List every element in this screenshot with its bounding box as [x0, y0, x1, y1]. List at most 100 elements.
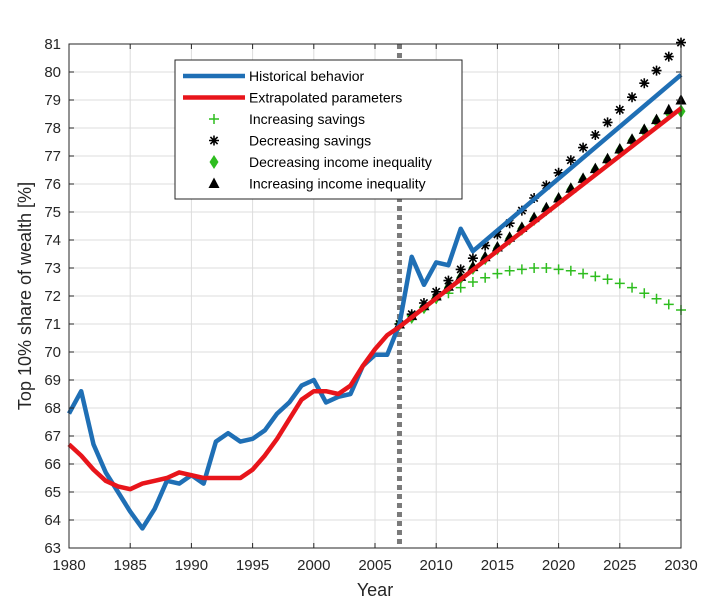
data-point: [553, 264, 564, 275]
x-tick-label: 2025: [603, 557, 636, 574]
data-point: [651, 293, 662, 304]
legend-box: [174, 59, 463, 200]
legend-label: Historical behavior: [249, 68, 364, 84]
data-point: [467, 253, 478, 264]
y-tick-label: 73: [44, 260, 61, 277]
data-point: [492, 229, 503, 240]
y-tick-label: 78: [44, 120, 61, 137]
y-tick-label: 67: [44, 428, 61, 445]
y-axis: 63 64 65 66 67 68 69 70 71 72 73 74 75 76 77 78 79 80 81: [44, 36, 681, 557]
data-point: [676, 37, 686, 48]
data-point: [541, 180, 552, 191]
y-tick-label: 80: [44, 64, 61, 81]
legend-label: Increasing savings: [249, 111, 365, 127]
y-tick-label: 64: [44, 512, 61, 529]
data-point: [663, 103, 675, 115]
legend-entry: Historical behavior: [183, 68, 364, 84]
data-point: [590, 271, 601, 282]
series-extrapolated-parameters: [67, 106, 683, 492]
series-historical-behavior: [67, 73, 683, 531]
data-point: [467, 277, 478, 287]
data-point: [492, 268, 503, 279]
legend-entry: Increasing savings: [209, 111, 365, 127]
legend-label: Extrapolated parameters: [249, 90, 402, 106]
data-point: [516, 264, 527, 275]
y-tick-label: 71: [44, 316, 61, 333]
data-point: [578, 268, 589, 279]
legend-marker-swatch: [209, 155, 219, 169]
data-point: [504, 218, 515, 229]
legend-entry: Decreasing savings: [209, 133, 371, 149]
data-point: [663, 299, 674, 310]
y-tick-label: 81: [44, 36, 61, 53]
x-tick-label: 1985: [114, 557, 147, 574]
data-point: [627, 282, 638, 293]
y-tick-label: 77: [44, 148, 61, 165]
data-point: [480, 272, 491, 283]
data-point: [638, 123, 650, 134]
y-tick-label: 65: [44, 484, 61, 501]
data-point: [443, 275, 454, 286]
legend-entry: Increasing income inequality: [208, 176, 426, 192]
y-tick-label: 75: [44, 204, 61, 221]
data-point: [565, 265, 576, 276]
legend: Historical behavior Extrapolated paramete…: [174, 59, 463, 200]
x-tick-label: 1990: [175, 557, 208, 574]
legend-marker-swatch: [209, 114, 219, 124]
legend-marker-swatch: [209, 135, 219, 146]
data-point: [504, 265, 515, 276]
x-tick-label: 2015: [481, 557, 514, 574]
data-point: [614, 278, 625, 289]
data-point: [626, 133, 638, 144]
y-tick-label: 63: [44, 540, 61, 557]
data-point: [602, 117, 613, 128]
y-tick-label: 79: [44, 92, 61, 109]
data-point: [663, 51, 674, 62]
data-point: [553, 167, 564, 178]
legend-label: Increasing income inequality: [249, 176, 426, 192]
x-tick-label: 2005: [358, 557, 391, 574]
data-point: [602, 274, 613, 285]
x-tick-label: 2000: [297, 557, 330, 574]
x-axis: 1980 1985 1990 1995 2000 2005 2010 2015 2020 2025…: [52, 44, 698, 574]
legend-marker-swatch: [208, 177, 220, 188]
series-line: [67, 106, 683, 492]
data-point: [565, 155, 576, 166]
data-point: [614, 104, 625, 115]
data-point: [418, 298, 429, 308]
y-tick-label: 66: [44, 456, 61, 473]
y-tick-label: 72: [44, 288, 61, 305]
x-tick-label: 1980: [52, 557, 85, 574]
legend-label: Decreasing income inequality: [249, 154, 432, 170]
data-point: [651, 113, 663, 125]
data-point: [627, 92, 638, 103]
x-tick-label: 2020: [542, 557, 575, 574]
x-tick-label: 2030: [664, 557, 697, 574]
data-point: [480, 240, 491, 251]
y-tick-label: 68: [44, 400, 61, 417]
y-axis-title: Top 10% share of wealth [%]: [15, 182, 35, 410]
data-point: [639, 288, 650, 299]
y-tick-label: 70: [44, 344, 61, 361]
x-tick-label: 2010: [420, 557, 453, 574]
y-tick-label: 69: [44, 372, 61, 389]
data-point: [614, 143, 626, 154]
legend-entry: Extrapolated parameters: [183, 90, 402, 106]
series-line: [67, 73, 683, 531]
data-point: [431, 286, 442, 297]
x-tick-label: 1995: [236, 557, 269, 574]
y-tick-label: 76: [44, 176, 61, 193]
data-point: [455, 264, 466, 275]
data-point: [578, 142, 589, 153]
x-axis-title: Year: [357, 580, 393, 600]
data-point: [529, 263, 540, 273]
legend-label: Decreasing savings: [249, 133, 371, 149]
data-point: [590, 130, 601, 140]
data-point: [541, 263, 552, 273]
data-point: [651, 65, 662, 76]
legend-entry: Decreasing income inequality: [209, 154, 432, 170]
data-point: [406, 309, 417, 320]
data-point: [639, 78, 650, 89]
y-tick-label: 74: [44, 232, 61, 249]
